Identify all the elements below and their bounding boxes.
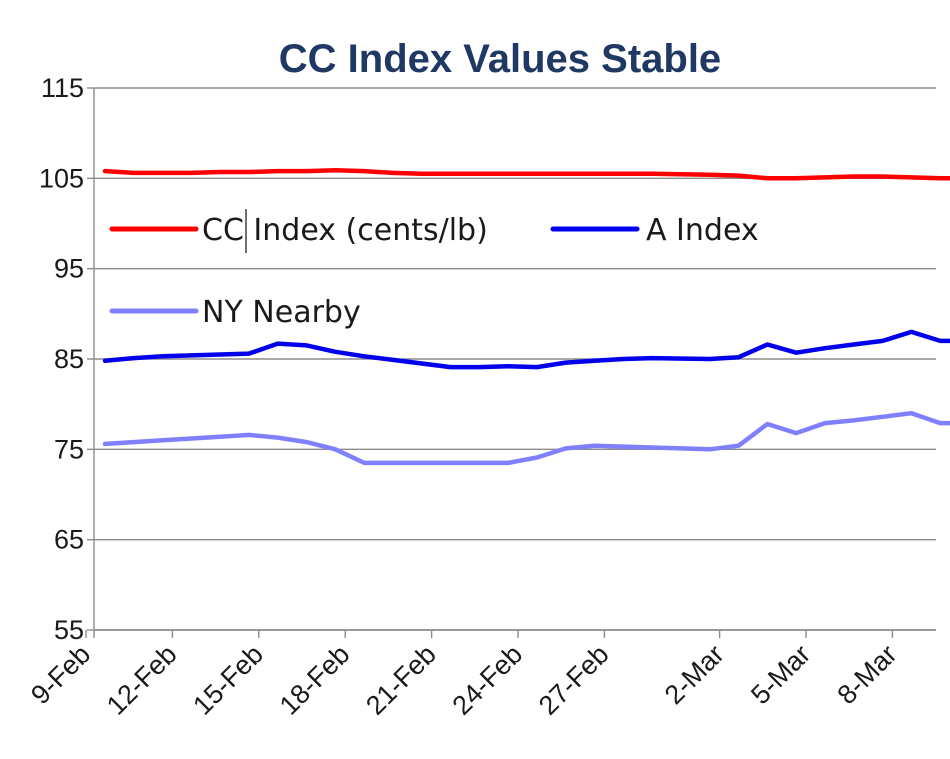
x-tick-label: 2-Mar <box>659 639 730 710</box>
x-tick-label: 9-Feb <box>25 639 96 710</box>
y-tick-label: 85 <box>54 344 84 374</box>
y-tick-label: 115 <box>41 73 84 103</box>
y-tick-label: 75 <box>54 434 84 464</box>
legend: CC Index (cents/lb) A Index NY Nearby <box>109 209 759 330</box>
x-tick-label: 21-Feb <box>360 639 442 721</box>
y-tick-label: 95 <box>54 254 84 284</box>
chart-title: CC Index Values Stable <box>279 37 721 81</box>
y-tick-label: 65 <box>54 525 84 555</box>
x-tick-label: 18-Feb <box>274 639 356 721</box>
x-tick-label: 8-Mar <box>832 639 903 710</box>
x-axis-ticks: 9-Feb 12-Feb 15-Feb 18-Feb 21-Feb 24-Feb 27-Fe… <box>25 630 903 721</box>
series-line-ny-nearby <box>102 410 950 466</box>
x-tick-label: 5-Mar <box>745 639 816 710</box>
x-tick-label: 15-Feb <box>187 639 269 721</box>
legend-label-ny-nearby: NY Nearby <box>202 295 361 330</box>
x-tick-label: 27-Feb <box>533 639 615 721</box>
gridlines <box>94 87 936 631</box>
legend-label-a-index: A Index <box>646 213 759 248</box>
y-tick-label: 105 <box>39 163 84 193</box>
series-lines <box>102 167 950 466</box>
series-line-a-index <box>102 329 950 370</box>
y-tick-label: 55 <box>54 615 84 645</box>
x-tick-label: 12-Feb <box>101 639 183 721</box>
y-axis-ticks: 55 65 75 85 95 105 115 <box>39 73 94 645</box>
axes <box>93 88 936 638</box>
legend-label-cc-index: CC Index (cents/lb) <box>202 213 488 248</box>
series-line-cc-index <box>102 167 950 181</box>
x-tick-label: 24-Feb <box>447 639 529 721</box>
